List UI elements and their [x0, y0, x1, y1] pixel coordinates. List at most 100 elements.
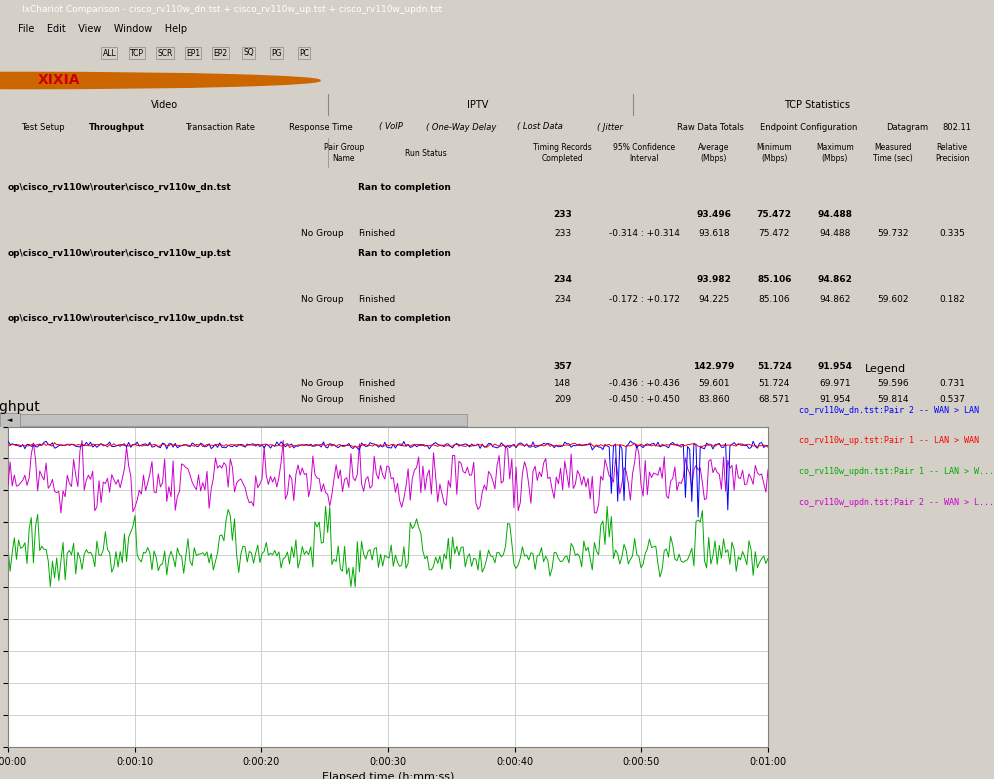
Text: 233: 233 [554, 210, 572, 219]
Text: Timing Records
Completed: Timing Records Completed [533, 143, 592, 163]
Text: ( VoIP: ( VoIP [379, 122, 403, 132]
Text: IPTV: IPTV [467, 100, 489, 110]
Text: No Group: No Group [301, 294, 344, 304]
Text: 142.979: 142.979 [693, 362, 735, 372]
Text: op\cisco_rv110w\router\cisco_rv110w_updn.tst: op\cisco_rv110w\router\cisco_rv110w_updn… [8, 314, 245, 323]
Text: SCR: SCR [157, 48, 173, 58]
Text: TCP: TCP [130, 48, 144, 58]
Text: Measured
Time (sec): Measured Time (sec) [873, 143, 912, 163]
Text: TCP Statistics: TCP Statistics [784, 100, 850, 110]
Text: -0.172 : +0.172: -0.172 : +0.172 [608, 294, 680, 304]
Bar [969, 353, 994, 413]
Text: 93.982: 93.982 [696, 276, 732, 284]
Text: File    Edit    View    Window    Help: File Edit View Window Help [18, 24, 187, 34]
Text: 59.601: 59.601 [698, 379, 730, 387]
Text: 93.496: 93.496 [696, 210, 732, 219]
Bar [969, 168, 994, 353]
Text: Finished: Finished [358, 229, 395, 238]
Text: No Group: No Group [301, 379, 344, 387]
Text: Relative
Precision: Relative Precision [935, 143, 969, 163]
Text: 94.488: 94.488 [817, 210, 853, 219]
Text: Test Setup: Test Setup [21, 122, 65, 132]
Text: Transaction Rate: Transaction Rate [185, 122, 254, 132]
Text: Endpoint Configuration: Endpoint Configuration [760, 122, 858, 132]
Text: Average
(Mbps): Average (Mbps) [698, 143, 730, 163]
Text: Throughput: Throughput [0, 400, 40, 414]
Text: Pair Group
Name: Pair Group Name [324, 143, 364, 163]
Text: 94.225: 94.225 [698, 294, 730, 304]
Text: Ran to completion: Ran to completion [358, 183, 450, 192]
Text: No Group: No Group [301, 395, 344, 404]
Text: 357: 357 [554, 362, 572, 372]
Text: 802.11: 802.11 [942, 122, 972, 132]
Text: ALL: ALL [102, 48, 116, 58]
Text: 91.954: 91.954 [819, 395, 851, 404]
Text: 148: 148 [554, 379, 572, 387]
Text: 91.954: 91.954 [817, 362, 853, 372]
Text: co_rv110w_up.tst:Pair 1 -- LAN > WAN: co_rv110w_up.tst:Pair 1 -- LAN > WAN [798, 436, 978, 445]
Text: co_rv110w_updn.tst:Pair 1 -- LAN > W...: co_rv110w_updn.tst:Pair 1 -- LAN > W... [798, 467, 994, 476]
Title: Legend: Legend [865, 365, 907, 374]
Text: 69.971: 69.971 [819, 379, 851, 387]
Text: 94.862: 94.862 [817, 276, 853, 284]
Text: 85.106: 85.106 [758, 294, 790, 304]
Text: op\cisco_rv110w\router\cisco_rv110w_up.tst: op\cisco_rv110w\router\cisco_rv110w_up.t… [8, 249, 232, 258]
Text: 94.862: 94.862 [819, 294, 851, 304]
Text: 51.724: 51.724 [756, 362, 792, 372]
Text: 68.571: 68.571 [758, 395, 790, 404]
Text: 0.335: 0.335 [939, 229, 965, 238]
Text: 51.724: 51.724 [758, 379, 790, 387]
Text: Throughput: Throughput [89, 122, 145, 132]
Text: 75.472: 75.472 [758, 229, 790, 238]
Text: ( Jitter: ( Jitter [597, 122, 623, 132]
Text: Video: Video [150, 100, 178, 110]
Text: co_rv110w_updn.tst:Pair 2 -- WAN > L...: co_rv110w_updn.tst:Pair 2 -- WAN > L... [798, 498, 994, 506]
Text: 85.106: 85.106 [757, 276, 791, 284]
Text: Finished: Finished [358, 294, 395, 304]
Bar [20, 414, 467, 425]
Text: -0.314 : +0.314: -0.314 : +0.314 [608, 229, 680, 238]
Text: 59.732: 59.732 [877, 229, 909, 238]
Text: 59.596: 59.596 [877, 379, 909, 387]
Text: XIXIA: XIXIA [38, 73, 81, 87]
X-axis label: Elapsed time (h:mm:ss): Elapsed time (h:mm:ss) [322, 772, 454, 779]
Text: PC: PC [299, 48, 309, 58]
Text: 75.472: 75.472 [756, 210, 792, 219]
Text: 209: 209 [554, 395, 572, 404]
Text: EP2: EP2 [214, 48, 228, 58]
Text: 93.618: 93.618 [698, 229, 730, 238]
Text: op\cisco_rv110w\router\cisco_rv110w_dn.tst: op\cisco_rv110w\router\cisco_rv110w_dn.t… [8, 183, 232, 192]
Text: 83.860: 83.860 [698, 395, 730, 404]
Text: 59.602: 59.602 [877, 294, 909, 304]
Text: ( Lost Data: ( Lost Data [517, 122, 563, 132]
Text: IxChariot Comparison - cisco_rv110w_dn.tst + cisco_rv110w_up.tst + cisco_rv110w_: IxChariot Comparison - cisco_rv110w_dn.t… [22, 5, 442, 14]
Text: 0.182: 0.182 [939, 294, 965, 304]
Text: EP1: EP1 [186, 48, 200, 58]
Text: 234: 234 [554, 276, 572, 284]
Text: ◄: ◄ [7, 417, 13, 423]
Text: 95% Confidence
Interval: 95% Confidence Interval [613, 143, 675, 163]
Text: 233: 233 [554, 229, 572, 238]
Text: 0.537: 0.537 [939, 395, 965, 404]
Text: Maximum
(Mbps): Maximum (Mbps) [816, 143, 854, 163]
Text: Ran to completion: Ran to completion [358, 314, 450, 323]
Text: -0.450 : +0.450: -0.450 : +0.450 [608, 395, 680, 404]
Text: co_rv110w_dn.tst:Pair 2 -- WAN > LAN: co_rv110w_dn.tst:Pair 2 -- WAN > LAN [798, 405, 978, 414]
Text: Response Time: Response Time [289, 122, 353, 132]
Text: Ran to completion: Ran to completion [358, 249, 450, 258]
Text: Run Status: Run Status [405, 149, 446, 157]
Text: -0.436 : +0.436: -0.436 : +0.436 [608, 379, 680, 387]
Text: 59.814: 59.814 [877, 395, 909, 404]
Text: Finished: Finished [358, 379, 395, 387]
Text: Minimum
(Mbps): Minimum (Mbps) [756, 143, 792, 163]
Text: SQ: SQ [244, 48, 253, 58]
Text: Finished: Finished [358, 395, 395, 404]
Text: No Group: No Group [301, 229, 344, 238]
Text: ( One-Way Delay: ( One-Way Delay [426, 122, 496, 132]
Text: 0.731: 0.731 [939, 379, 965, 387]
Text: 234: 234 [554, 294, 572, 304]
Bar [0, 413, 20, 427]
Text: PG: PG [271, 48, 281, 58]
Text: Datagram: Datagram [887, 122, 928, 132]
Text: Raw Data Totals: Raw Data Totals [677, 122, 745, 132]
